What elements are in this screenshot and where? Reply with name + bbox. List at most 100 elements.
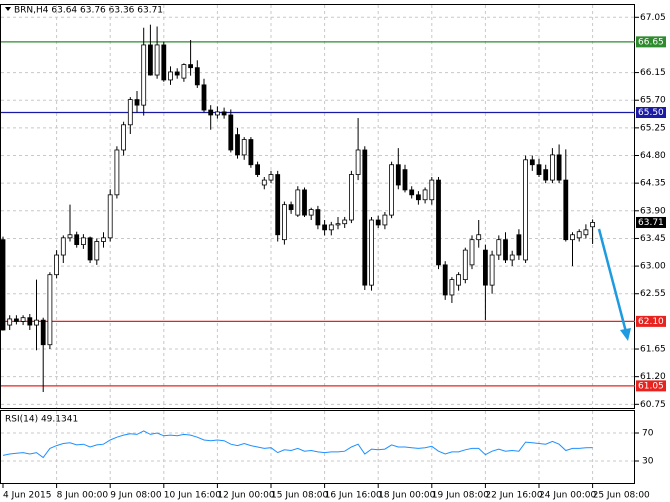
y-tick-label: 60.75 [640, 400, 666, 410]
candle-body [550, 154, 555, 181]
candle-body [121, 124, 126, 151]
candle-body [181, 64, 187, 79]
candle-body [469, 239, 475, 266]
level-label-bg [636, 380, 666, 392]
candle-body [422, 189, 428, 201]
candle-body [509, 254, 515, 261]
rsi-line [2, 430, 593, 459]
candle-body [7, 318, 13, 326]
candle-body [362, 149, 368, 286]
candle-body [295, 189, 301, 216]
y-tick-label: 63.00 [640, 262, 666, 272]
candle-body [556, 154, 562, 181]
candle-body [74, 234, 80, 245]
candle-body [342, 219, 348, 225]
candle-body [315, 209, 321, 226]
candle-body [188, 64, 194, 69]
candle-body [442, 264, 448, 296]
main-frame [0, 4, 635, 409]
candle-body [583, 229, 589, 236]
candle-body [369, 219, 374, 286]
price-label: 63.71 [638, 218, 664, 228]
candle-body [114, 149, 120, 196]
candle-body [489, 254, 495, 286]
x-tick-label: 10 Jun 16:00 [164, 491, 221, 501]
y-tick-label: 64.35 [640, 179, 666, 189]
level-label: 65.50 [638, 108, 664, 118]
candle-body [87, 237, 93, 261]
candle-body [134, 99, 140, 106]
arrow-shaft [597, 228, 628, 333]
candle-body [154, 44, 160, 76]
candle-body [409, 189, 415, 196]
candle-body [335, 223, 341, 226]
trend-arrow [597, 228, 631, 341]
rsi-title: RSI(14) 49.1341 [5, 415, 78, 425]
candle-body [47, 274, 53, 346]
y-tick-label: 61.20 [640, 372, 666, 382]
candle-body [221, 111, 227, 116]
candle-body [275, 174, 281, 236]
candle-body [94, 241, 100, 261]
arrow-head [620, 328, 631, 341]
candle-body [429, 179, 435, 201]
candle-body [34, 319, 39, 326]
chart-title: BRN,H4 63.64 63.76 63.36 63.71 [14, 6, 163, 16]
candle-body [382, 214, 388, 226]
candle-body [590, 222, 595, 228]
x-tick-label: 22 Jun 16:00 [485, 491, 542, 501]
candle-body [462, 249, 468, 281]
menu-icon [5, 7, 11, 11]
candle-body [174, 71, 180, 76]
candle-body [107, 194, 113, 239]
x-tick-label: 12 Jun 00:00 [217, 491, 274, 501]
candle-body [168, 71, 173, 81]
x-tick-label: 19 Jun 08:00 [432, 491, 489, 501]
candle-body [255, 164, 261, 175]
candle-body [248, 139, 254, 166]
candle-body [13, 318, 19, 322]
x-tick-label: 25 Jun 08:00 [593, 491, 650, 501]
candle-body [201, 84, 207, 111]
candle-body [60, 237, 66, 256]
candle-body [523, 159, 528, 261]
candle-body [141, 44, 147, 106]
candle-body [268, 174, 274, 181]
candle-body [241, 139, 247, 156]
candle-body [436, 179, 441, 266]
candle-body [496, 239, 502, 256]
level-label: 61.05 [638, 381, 664, 391]
candle-body [503, 239, 508, 261]
candle-body [576, 231, 582, 239]
candle-body [476, 234, 482, 241]
candle-body [348, 174, 354, 221]
level-label: 66.65 [638, 37, 664, 47]
y-tick-label: 64.80 [640, 151, 666, 161]
candle-body [536, 164, 542, 175]
candle-body [543, 169, 549, 181]
candle-body [328, 224, 334, 231]
candle-body [516, 234, 522, 256]
level-label-bg [636, 36, 666, 48]
candle-body [449, 279, 455, 296]
candle-body [54, 254, 59, 276]
candle-body [101, 237, 106, 242]
level-label-bg [636, 315, 666, 327]
x-tick-label: 4 Jun 2015 [3, 491, 51, 501]
candle-body [67, 234, 73, 239]
candle-body [208, 109, 214, 116]
candle-body [308, 209, 314, 216]
x-tick-label: 9 Jun 08:00 [110, 491, 162, 501]
y-tick-label: 63.90 [640, 206, 666, 216]
level-label-bg [636, 107, 666, 119]
candle-body [27, 317, 33, 326]
candle-body [147, 44, 153, 76]
y-tick-label: 61.65 [640, 345, 666, 355]
candle-body [302, 189, 307, 216]
candle-body [261, 179, 267, 186]
candle-body [127, 99, 133, 126]
candle-body [529, 159, 535, 166]
candle-body [395, 164, 401, 186]
